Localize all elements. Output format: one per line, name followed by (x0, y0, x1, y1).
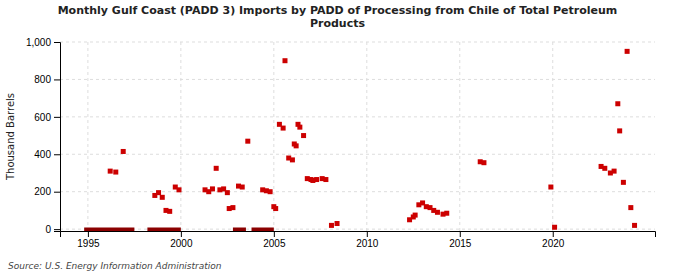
tick-mark (54, 42, 60, 43)
grid-line (180, 42, 181, 231)
point (621, 180, 626, 185)
point (225, 190, 230, 195)
point (268, 189, 273, 194)
tick-label: 2015 (449, 238, 472, 249)
axis-line (54, 43, 61, 232)
line (84, 227, 274, 231)
tick-label: 0 (45, 224, 51, 235)
tick-mark (54, 229, 60, 230)
tick-mark (54, 117, 60, 118)
tick: 400 (34, 149, 60, 160)
tick: 2000 (170, 231, 193, 249)
grid (60, 42, 655, 231)
point (301, 133, 306, 138)
tick-mark (553, 231, 554, 237)
point (210, 186, 215, 191)
tick: 0 (45, 224, 60, 235)
point (632, 223, 637, 228)
point (290, 157, 295, 162)
tick: 200 (34, 186, 60, 197)
grid-line (60, 229, 655, 230)
point (481, 160, 486, 165)
tick-label: 2000 (170, 238, 193, 249)
point (113, 170, 118, 175)
tick-label: 2010 (356, 238, 379, 249)
marks (84, 49, 637, 230)
tick-label: 200 (34, 186, 51, 197)
grid-line (273, 42, 274, 231)
point (314, 177, 319, 182)
point (108, 169, 113, 174)
tick-mark (274, 231, 275, 237)
tick-label: 2005 (263, 238, 286, 249)
point (282, 58, 287, 63)
grid-line (87, 42, 88, 231)
tick-label: 1995 (77, 238, 100, 249)
point (615, 101, 620, 106)
tick: 600 (34, 112, 60, 123)
point (413, 213, 418, 218)
point (602, 166, 607, 171)
tick-label: 800 (34, 74, 51, 85)
tick-label: 600 (34, 112, 51, 123)
tick-mark (460, 231, 461, 237)
point (160, 195, 165, 200)
grid-line (60, 191, 655, 192)
tick-label: 400 (34, 149, 51, 160)
point (628, 205, 633, 210)
chart: 1995 2000 2005 2010 2015 2020 0 200 400 600 800 1,0… (0, 0, 675, 275)
grid-line (459, 42, 460, 231)
point (552, 225, 557, 230)
grid-line (60, 154, 655, 155)
point (323, 177, 328, 182)
tick: 800 (34, 74, 60, 85)
grid-line (366, 42, 367, 231)
tick-label: 1,000 (26, 37, 51, 48)
point (214, 166, 219, 171)
point (245, 139, 250, 144)
tick-label: 2020 (542, 238, 565, 249)
point (273, 206, 278, 211)
y-axis-title: Thousand Barrels (5, 93, 16, 181)
grid-line (60, 116, 655, 117)
point (297, 125, 302, 130)
tick: 2020 (542, 231, 565, 249)
x-axis: 1995 2000 2005 2010 2015 2020 (61, 231, 656, 249)
grid-line (552, 42, 553, 231)
plot: 1995 2000 2005 2010 2015 2020 0 200 400 600 800 1,0… (26, 37, 656, 249)
point (329, 223, 334, 228)
point (121, 149, 126, 154)
point (230, 205, 235, 210)
point (548, 185, 553, 190)
grid-line (60, 42, 655, 43)
point (335, 221, 340, 226)
tick: 2015 (449, 231, 472, 249)
tick-mark (88, 231, 89, 237)
point (177, 187, 182, 192)
tick-mark (181, 231, 182, 237)
tick: 2005 (263, 231, 286, 249)
y-axis: 0 200 400 600 800 1,000 (26, 37, 61, 235)
point (167, 209, 172, 214)
tick-mark (54, 79, 60, 80)
source: Source: U.S. Energy Information Administ… (8, 261, 222, 271)
point (435, 210, 440, 215)
point (294, 143, 299, 148)
tick: 2010 (356, 231, 379, 249)
point (240, 185, 245, 190)
point (156, 190, 161, 195)
axis-line (61, 232, 656, 238)
point (281, 126, 286, 131)
point (625, 49, 630, 54)
point (617, 128, 622, 133)
point (444, 211, 449, 216)
point (612, 169, 617, 174)
tick: 1995 (77, 231, 100, 249)
grid-line (60, 79, 655, 80)
title: Monthly Gulf Coast (PADD 3) Imports by P… (58, 4, 618, 30)
tick-mark (54, 192, 60, 193)
tick: 1,000 (26, 37, 60, 48)
tick-mark (54, 154, 60, 155)
tick-mark (367, 231, 368, 237)
